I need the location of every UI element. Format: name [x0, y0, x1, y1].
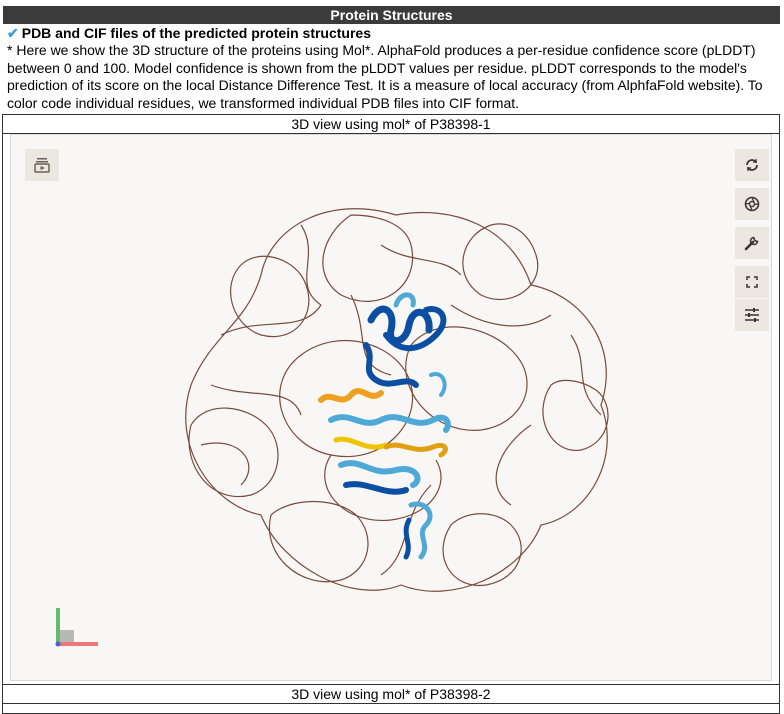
reset-view-button[interactable]: [735, 149, 769, 181]
animation-button[interactable]: [25, 149, 59, 181]
molstar-viewer-1: 3D view using mol* of P38398-1: [2, 114, 780, 685]
screenshot-button[interactable]: [735, 188, 769, 220]
screenshot-icon: [744, 196, 760, 212]
subheading-label: PDB and CIF files of the predicted prote…: [21, 25, 372, 41]
protein-structure-render: [185, 208, 609, 592]
animation-icon: [34, 158, 50, 173]
description-text: * Here we show the 3D structure of the p…: [7, 42, 763, 111]
controls-toggle-button[interactable]: [735, 299, 769, 331]
reset-view-icon: [746, 158, 758, 172]
viewer-caption: 3D view using mol* of P38398-2: [3, 685, 779, 704]
settings-icon: [744, 236, 759, 251]
molstar-canvas[interactable]: [10, 134, 772, 681]
viewer-caption: 3D view using mol* of P38398-1: [3, 115, 779, 134]
settings-button[interactable]: [735, 227, 769, 259]
check-icon: ✔: [7, 25, 19, 41]
controls-toggle-icon: [745, 308, 759, 322]
structures-subheading: ✔ PDB and CIF files of the predicted prot…: [7, 25, 371, 42]
fullscreen-icon: [746, 276, 758, 288]
fullscreen-button[interactable]: [735, 266, 769, 298]
axis-indicator: [55, 608, 98, 647]
molstar-viewer-2: 3D view using mol* of P38398-2: [2, 684, 780, 714]
section-title: Protein Structures: [3, 6, 780, 24]
